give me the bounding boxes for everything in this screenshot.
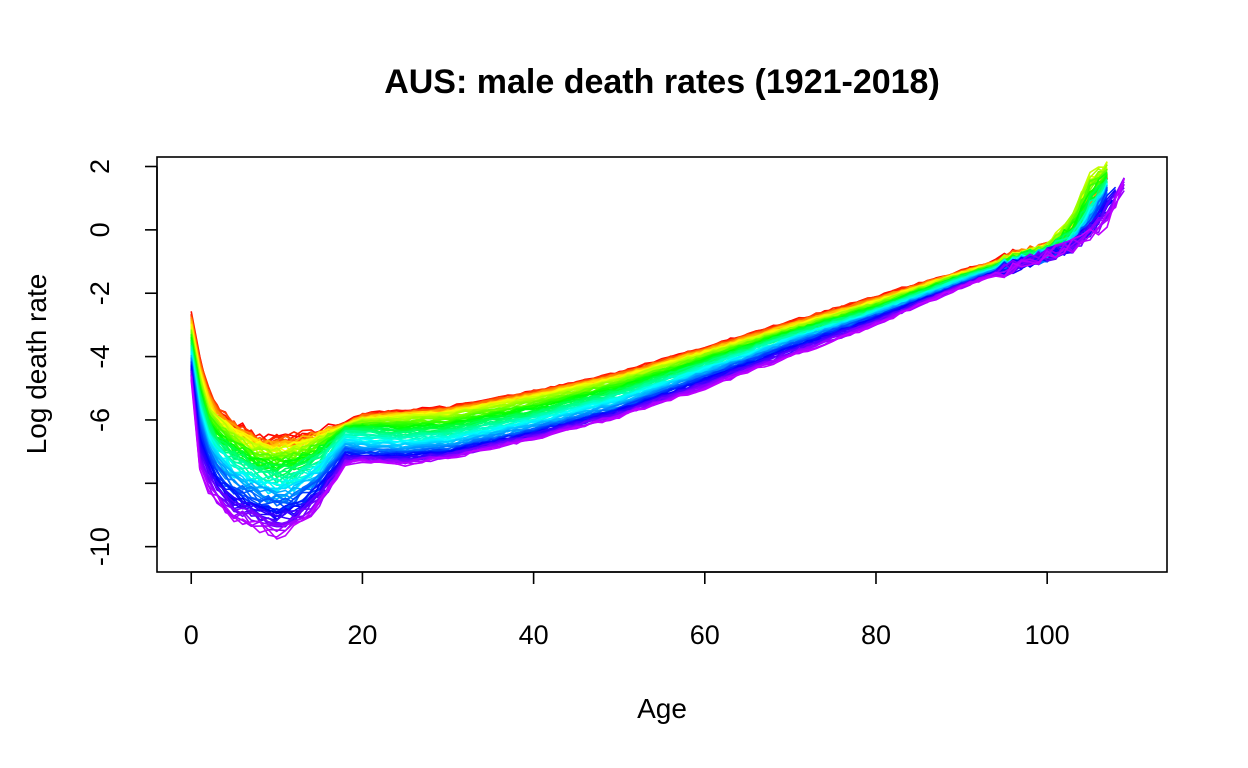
series-line — [190, 168, 1108, 460]
series-line — [190, 178, 1125, 538]
series-line — [190, 170, 1108, 460]
y-tick-label: 0 — [85, 222, 115, 237]
series-line — [190, 167, 1108, 455]
series-line — [190, 174, 1108, 461]
y-axis: 2 0 -2 -4 -6 -10 — [85, 159, 158, 566]
series-line — [190, 164, 1108, 461]
x-axis-label: Age — [637, 693, 687, 724]
series-line — [190, 178, 1125, 540]
chart-title: AUS: male death rates (1921-2018) — [384, 63, 940, 101]
series-line — [190, 161, 1108, 456]
y-tick-label: -6 — [85, 408, 115, 432]
series-line — [190, 161, 1108, 454]
series-line — [190, 170, 1108, 453]
series-line — [190, 180, 1108, 463]
series-line — [190, 170, 1108, 464]
y-tick-label: -10 — [85, 527, 115, 566]
series-line — [190, 172, 1108, 464]
x-axis: 0 20 40 60 80 100 — [184, 571, 1070, 650]
series-line — [190, 166, 1108, 456]
series-line — [190, 180, 1108, 467]
y-tick-label: -4 — [85, 345, 115, 369]
x-tick-label: 20 — [347, 620, 377, 650]
series-line — [190, 174, 1108, 459]
y-axis-label: Log death rate — [21, 274, 52, 455]
x-tick-label: 80 — [861, 620, 891, 650]
series-line — [190, 172, 1108, 464]
series-line — [190, 171, 1108, 467]
x-tick-label: 100 — [1025, 620, 1070, 650]
series-line — [190, 166, 1108, 455]
series-line — [190, 167, 1108, 456]
x-tick-label: 60 — [690, 620, 720, 650]
x-tick-label: 0 — [184, 620, 199, 650]
series-line — [190, 178, 1108, 450]
y-tick-label: -2 — [85, 281, 115, 305]
series-line — [190, 162, 1108, 454]
series-line — [190, 168, 1108, 461]
series-line — [190, 163, 1108, 457]
series-line — [190, 178, 1108, 470]
series-group — [190, 161, 1125, 540]
x-tick-label: 40 — [519, 620, 549, 650]
y-tick-label: 2 — [85, 159, 115, 174]
